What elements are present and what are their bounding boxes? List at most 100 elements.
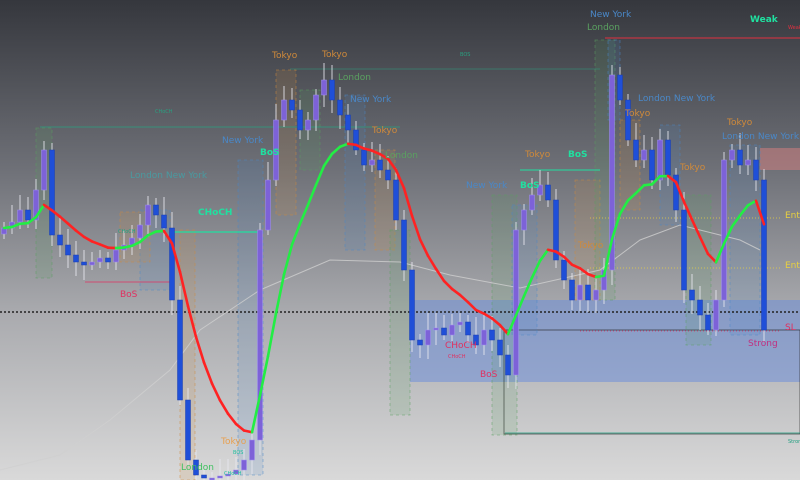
moving-average-segment <box>42 203 54 212</box>
candle-body <box>417 339 423 346</box>
moving-average-segment <box>706 252 718 264</box>
moving-average-segment <box>378 152 390 161</box>
candle-body <box>225 473 231 477</box>
candle-body <box>633 139 639 161</box>
candle-body <box>441 327 447 336</box>
annotation-entry: Entry <box>785 261 800 271</box>
supply-zone <box>760 148 800 170</box>
session-box <box>275 69 297 216</box>
candle-body <box>297 109 303 131</box>
moving-average-segment <box>10 222 22 229</box>
candle-body <box>585 284 591 301</box>
candle-body <box>689 289 695 301</box>
candle-body <box>41 149 47 191</box>
moving-average-segment <box>386 157 398 172</box>
moving-average-segment <box>130 240 142 248</box>
candle-body <box>337 99 343 116</box>
annotation-choch: CHoCH <box>155 109 173 115</box>
annotation-new-york: New York <box>350 95 392 105</box>
moving-average-segment <box>290 222 302 246</box>
candle-body <box>465 321 471 336</box>
annotation-new-york: New York <box>466 181 508 191</box>
moving-average-segment <box>50 209 62 218</box>
moving-average-segment <box>338 142 350 149</box>
annotation-choch: CHoCH <box>198 208 233 218</box>
candle-body <box>505 354 511 376</box>
candle-body <box>761 179 767 331</box>
moving-average-segment <box>514 294 526 317</box>
session-box <box>491 194 518 436</box>
moving-average-segment <box>314 164 326 187</box>
moving-average-segment <box>250 394 262 434</box>
annotation-bos: BoS <box>120 290 138 300</box>
annotation-london: London <box>181 463 214 473</box>
moving-average-segment <box>682 200 694 221</box>
moving-average-segment <box>122 244 134 249</box>
candle-body <box>177 299 183 401</box>
moving-average-segment <box>746 199 758 207</box>
candle-body <box>57 234 63 246</box>
candle-body <box>281 99 287 121</box>
candle-body <box>513 229 519 376</box>
candle-body <box>137 224 143 239</box>
annotation-sl: SL <box>785 323 796 333</box>
moving-average-segment <box>530 259 542 280</box>
moving-average-segment <box>186 304 198 339</box>
annotation-strong: Strong <box>788 439 800 445</box>
candle-body <box>153 204 159 216</box>
annotation-tokyo: Tokyo <box>322 50 348 60</box>
annotation-tokyo: Tokyo <box>272 51 298 61</box>
annotation-choch: CHoCH <box>448 354 466 360</box>
candle-body <box>241 459 247 471</box>
candle-body <box>25 209 31 221</box>
moving-average-segment <box>482 312 494 320</box>
session-box <box>344 94 366 251</box>
candle-body <box>617 74 623 101</box>
candle-body <box>401 219 407 271</box>
moving-average-segment <box>34 203 46 219</box>
candle-body <box>697 299 703 316</box>
candle-body <box>681 209 687 291</box>
moving-average-segment <box>170 242 182 274</box>
range-box <box>503 329 800 435</box>
moving-average-segment <box>146 230 158 237</box>
candle-body <box>433 327 439 331</box>
candle-body <box>257 229 263 441</box>
candle-body <box>449 324 455 336</box>
candle-body <box>753 159 759 181</box>
moving-average-segment <box>602 237 614 278</box>
moving-average-segment <box>234 422 246 432</box>
candle-body <box>625 99 631 141</box>
candle-body <box>169 227 175 301</box>
moving-average-segment <box>266 312 278 358</box>
moving-average-segment <box>506 313 518 336</box>
annotation-tokyo: Tokyo <box>680 163 706 173</box>
moving-average-segment <box>610 212 622 241</box>
moving-average-segment <box>154 229 166 233</box>
candle-body <box>529 194 535 211</box>
moving-average-segment <box>722 225 734 245</box>
candle-body <box>89 261 95 266</box>
moving-average-segment <box>578 267 590 276</box>
moving-average-segment <box>210 382 222 402</box>
candle-body <box>409 269 415 341</box>
moving-average-segment <box>226 412 238 426</box>
candle-body <box>577 284 583 301</box>
moving-average-segment <box>434 267 446 283</box>
moving-average-segment <box>322 152 334 168</box>
annotation-london-new-york: London New York <box>130 171 208 181</box>
moving-average-segment <box>18 221 30 226</box>
moving-average-segment <box>138 233 150 244</box>
moving-average-segment <box>586 272 598 279</box>
candle-body <box>457 321 463 326</box>
annotation-bos: BoS <box>568 150 588 160</box>
moving-average-segment <box>562 255 574 266</box>
candle-body <box>113 249 119 263</box>
moving-average-segment <box>666 174 678 184</box>
moving-average-segment <box>730 214 742 228</box>
annotation-bos: BoS <box>260 148 280 158</box>
moving-average-segment <box>714 242 726 264</box>
moving-average-segment <box>738 204 750 217</box>
